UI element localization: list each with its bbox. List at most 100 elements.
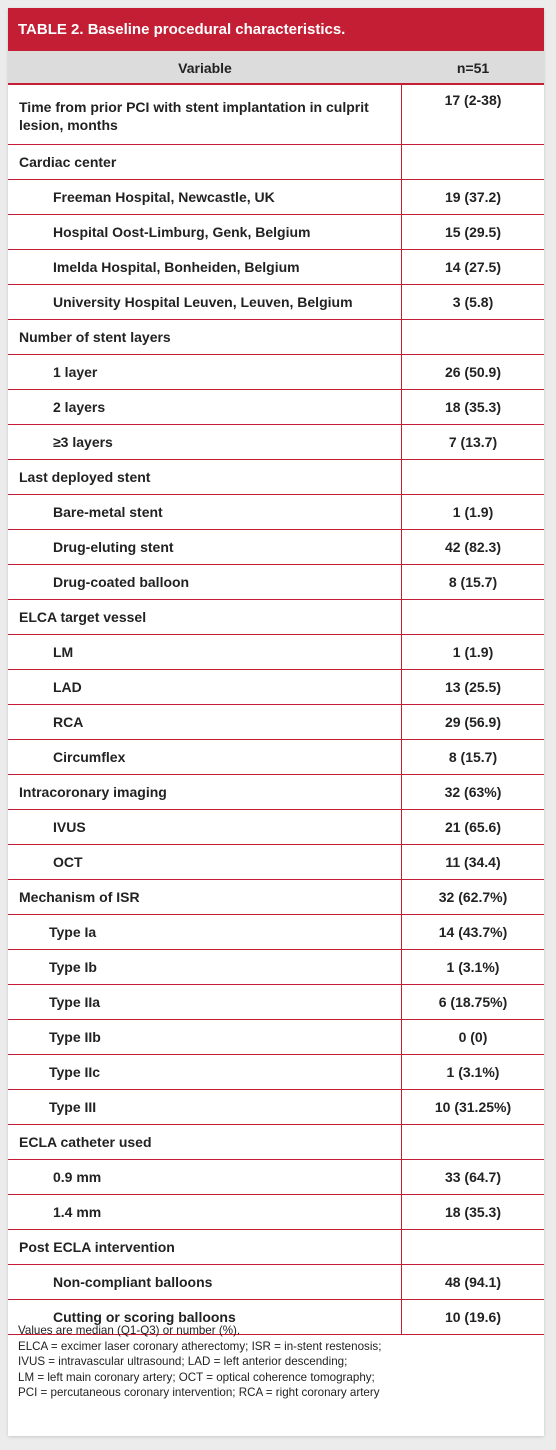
row-value: 26 (50.9) — [444, 364, 502, 380]
column-divider — [401, 285, 402, 319]
row-label: Type Ia — [49, 924, 97, 940]
table-row: Type Ia 14 (43.7%) — [8, 915, 544, 950]
row-value: 10 (31.25%) — [434, 1099, 512, 1115]
row-value: 8 (15.7) — [448, 749, 498, 765]
row-label: LM — [53, 644, 74, 660]
row-label: Drug-eluting stent — [53, 539, 174, 555]
column-divider — [401, 355, 402, 389]
row-value: 17 (2-38) — [444, 92, 502, 108]
row-value — [402, 1230, 544, 1264]
row-label: ELCA target vessel — [19, 609, 147, 625]
column-divider — [401, 705, 402, 739]
table-row: Type IIa 6 (18.75%) — [8, 985, 544, 1020]
row-label: Drug-coated balloon — [53, 574, 190, 590]
column-divider — [401, 1160, 402, 1194]
column-divider — [401, 1195, 402, 1229]
table-row: Cutting or scoring balloons 10 (19.6) — [8, 1300, 544, 1335]
table-row: Number of stent layers — [8, 320, 544, 355]
column-divider — [401, 390, 402, 424]
row-label: Non-compliant balloons — [53, 1274, 213, 1290]
row-label: Type IIc — [49, 1064, 101, 1080]
column-divider — [401, 950, 402, 984]
row-label: IVUS — [53, 819, 86, 835]
row-label: Intracoronary imaging — [19, 784, 167, 800]
row-label: Type IIb — [49, 1029, 101, 1045]
table-row: LM 1 (1.9) — [8, 635, 544, 670]
table-row: ELCA target vessel — [8, 600, 544, 635]
column-divider — [401, 985, 402, 1019]
column-divider — [401, 565, 402, 599]
row-value: 32 (62.7%) — [438, 889, 508, 905]
column-divider — [401, 600, 402, 634]
row-value: 14 (27.5) — [444, 259, 502, 275]
table-row: Drug-eluting stent 42 (82.3) — [8, 530, 544, 565]
footnote-line: IVUS = intravascular ultrasound; LAD = l… — [18, 1355, 348, 1368]
column-divider — [401, 1055, 402, 1089]
row-label: Type III — [49, 1099, 97, 1115]
column-divider — [401, 1265, 402, 1299]
table-row: Mechanism of ISR 32 (62.7%) — [8, 880, 544, 915]
column-divider — [401, 880, 402, 914]
column-divider — [401, 145, 402, 179]
footnote-line: Values are median (Q1-Q3) or number (%). — [18, 1324, 241, 1337]
row-label: Time from prior PCI with stent implantat… — [19, 98, 369, 133]
table-row: 1 layer 26 (50.9) — [8, 355, 544, 390]
row-label: Type IIa — [49, 994, 101, 1010]
column-divider — [401, 530, 402, 564]
table-header-row: Variable n=51 — [8, 51, 544, 85]
column-divider — [401, 1230, 402, 1264]
column-divider — [401, 670, 402, 704]
row-value: 13 (25.5) — [444, 679, 502, 695]
table-row: Post ECLA intervention — [8, 1230, 544, 1265]
column-divider — [401, 495, 402, 529]
row-label: Number of stent layers — [19, 329, 171, 345]
row-value: 10 (19.6) — [444, 1309, 502, 1325]
column-divider — [401, 215, 402, 249]
table-body: Time from prior PCI with stent implantat… — [8, 85, 544, 1335]
table-row: Imelda Hospital, Bonheiden, Belgium 14 (2… — [8, 250, 544, 285]
row-value: 1 (3.1%) — [446, 1064, 500, 1080]
table-row: Hospital Oost-Limburg, Genk, Belgium 15 (… — [8, 215, 544, 250]
table-footnote: Values are median (Q1-Q3) or number (%).… — [18, 1323, 538, 1401]
footnote-line: LM = left main coronary artery; OCT = op… — [18, 1370, 375, 1384]
row-label: LAD — [53, 679, 82, 695]
row-label: OCT — [53, 854, 83, 870]
row-value: 29 (56.9) — [444, 714, 502, 730]
row-value: 18 (35.3) — [444, 399, 502, 415]
row-value: 42 (82.3) — [444, 539, 502, 555]
table-row: Freeman Hospital, Newcastle, UK 19 (37.2) — [8, 180, 544, 215]
table-title: TABLE 2. Baseline procedural characteris… — [8, 8, 544, 51]
table-row: Cardiac center — [8, 145, 544, 180]
table-row: Last deployed stent — [8, 460, 544, 495]
column-divider — [401, 1300, 402, 1334]
table-row: RCA 29 (56.9) — [8, 705, 544, 740]
row-label: 0.9 mm — [53, 1169, 102, 1185]
row-value — [402, 600, 544, 634]
row-label: Mechanism of ISR — [19, 889, 140, 905]
column-divider — [401, 810, 402, 844]
column-divider — [401, 1020, 402, 1054]
row-value: 15 (29.5) — [444, 224, 502, 240]
footnote-line: PCI = percutaneous coronary intervention… — [18, 1386, 380, 1399]
table-row: University Hospital Leuven, Leuven, Belg… — [8, 285, 544, 320]
column-divider — [401, 85, 402, 144]
row-value — [402, 320, 544, 354]
table-row: Drug-coated balloon 8 (15.7) — [8, 565, 544, 600]
row-value: 1 (3.1%) — [446, 959, 500, 975]
table-row: Intracoronary imaging 32 (63%) — [8, 775, 544, 810]
row-value — [402, 460, 544, 494]
column-header-n: n=51 — [456, 60, 490, 76]
row-value — [402, 1125, 544, 1159]
column-divider — [401, 320, 402, 354]
row-value: 19 (37.2) — [444, 189, 502, 205]
row-value: 14 (43.7%) — [438, 924, 508, 940]
row-label: Type Ib — [49, 959, 97, 975]
table-row: LAD 13 (25.5) — [8, 670, 544, 705]
row-label: Imelda Hospital, Bonheiden, Belgium — [53, 259, 300, 275]
column-divider — [401, 425, 402, 459]
row-label: RCA — [53, 714, 84, 730]
table-row: ≥3 layers 7 (13.7) — [8, 425, 544, 460]
row-label: 1 layer — [53, 364, 98, 380]
column-divider — [401, 740, 402, 774]
column-divider — [401, 845, 402, 879]
